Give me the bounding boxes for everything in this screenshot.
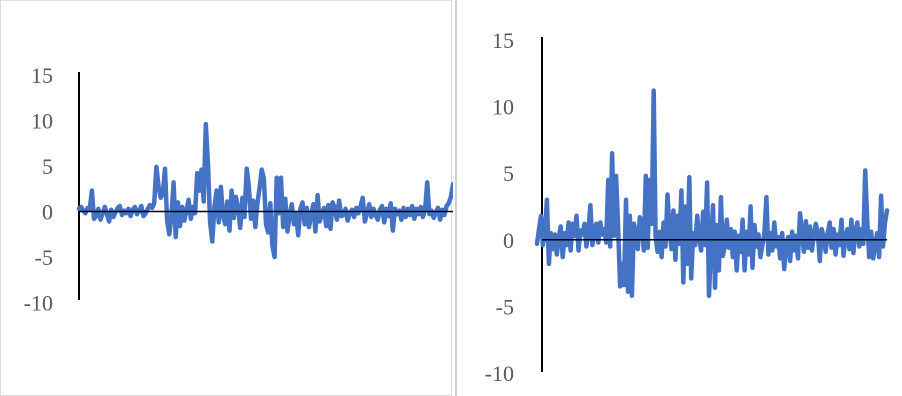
chart-panel-left: 15 10 5 0 -5 -10 xyxy=(0,0,453,396)
y-tick-label: 15 xyxy=(492,28,514,53)
y-tick-label: -5 xyxy=(35,245,53,270)
y-tick-label: 0 xyxy=(503,228,514,253)
series-line xyxy=(76,121,453,260)
y-tick-label: 5 xyxy=(503,161,514,186)
y-tick-label: 0 xyxy=(42,200,53,225)
y-tick-label: -10 xyxy=(485,361,514,386)
chart-panel-right: 15 10 5 0 -5 -10 xyxy=(455,0,902,396)
series-line xyxy=(534,88,890,298)
y-tick-label: -10 xyxy=(24,291,53,316)
panel-top-border xyxy=(1,0,451,1)
y-tick-label: 10 xyxy=(31,109,53,134)
y-tick-label: 10 xyxy=(492,95,514,120)
line-chart-right: 15 10 5 0 -5 -10 xyxy=(485,28,890,386)
line-chart-left: 15 10 5 0 -5 -10 xyxy=(24,63,453,316)
y-tick-label: 15 xyxy=(31,63,53,88)
y-tick-label: -5 xyxy=(496,294,514,319)
y-tick-label: 5 xyxy=(42,154,53,179)
